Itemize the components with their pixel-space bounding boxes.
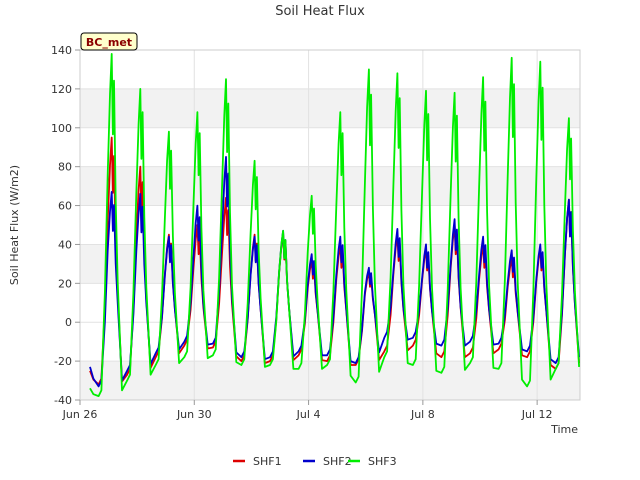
background-bands (80, 88, 580, 400)
x-tick-label: Jul 4 (296, 408, 321, 421)
y-tick-label: 140 (51, 44, 72, 57)
y-tick-label: -40 (54, 394, 72, 407)
y-tick-label: -20 (54, 355, 72, 368)
x-tick-label: Jul 12 (521, 408, 553, 421)
y-tick-label: 60 (58, 200, 72, 213)
legend-label-shf1: SHF1 (253, 455, 282, 468)
series-lines (89, 53, 580, 397)
x-axis-ticks: Jun 26 Jun 30 Jul 4 Jul 8 Jul 12 (62, 400, 553, 421)
series-line-shf3 (89, 53, 580, 397)
y-tick-label: 20 (58, 277, 72, 290)
y-tick-label: 80 (58, 161, 72, 174)
band-3 (80, 88, 580, 128)
y-tick-label: 0 (65, 316, 72, 329)
x-tick-label: Jun 26 (62, 408, 98, 421)
y-tick-label: 100 (51, 122, 72, 135)
series-line-shf2 (89, 156, 580, 388)
y-tick-label: 120 (51, 83, 72, 96)
y-axis-label: Soil Heat Flux (W/m2) (8, 165, 21, 285)
plot-area-border (79, 49, 581, 401)
x-tick-label: Jul 8 (410, 408, 435, 421)
chart-title: Soil Heat Flux (275, 4, 365, 19)
band-2 (80, 166, 580, 206)
y-tick-label: 40 (58, 238, 72, 251)
band-0 (80, 361, 580, 400)
site-badge-box (80, 32, 138, 51)
legend: SHF1 SHF2 SHF3 (233, 455, 397, 468)
x-tick-label: Jun 30 (176, 408, 212, 421)
legend-label-shf2: SHF2 (323, 455, 352, 468)
y-axis-ticks: -40 -20 0 20 40 60 80 100 120 140 (51, 44, 80, 407)
site-badge-label: BC_met (86, 36, 132, 49)
site-badge: BC_met (80, 32, 138, 51)
legend-label-shf3: SHF3 (368, 455, 397, 468)
x-axis-label: Time (550, 423, 578, 436)
